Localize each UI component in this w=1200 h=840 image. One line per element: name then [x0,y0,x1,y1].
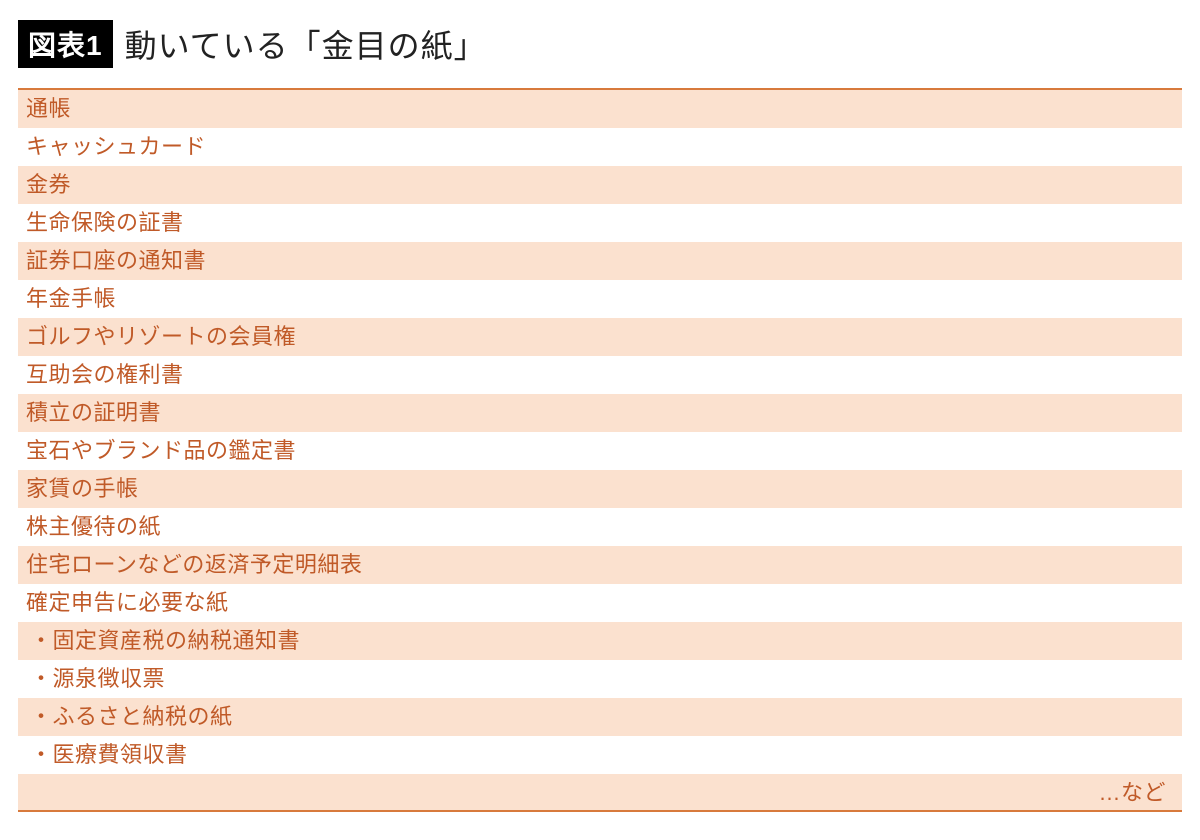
list-item: 確定申告に必要な紙 [18,584,1182,622]
list-item: 宝石やブランド品の鑑定書 [18,432,1182,470]
list-item: ・固定資産税の納税通知書 [18,622,1182,660]
list-item: 証券口座の通知書 [18,242,1182,280]
list-item: 生命保険の証書 [18,204,1182,242]
list-item: 年金手帳 [18,280,1182,318]
list-item: ・ふるさと納税の紙 [18,698,1182,736]
striped-list: 通帳キャッシュカード金券生命保険の証書証券口座の通知書年金手帳ゴルフやリゾートの… [18,88,1182,812]
list-item: 積立の証明書 [18,394,1182,432]
list-item: キャッシュカード [18,128,1182,166]
list-item: 株主優待の紙 [18,508,1182,546]
list-item: ・医療費領収書 [18,736,1182,774]
list-item: 住宅ローンなどの返済予定明細表 [18,546,1182,584]
list-item: ゴルフやリゾートの会員権 [18,318,1182,356]
list-item: 互助会の権利書 [18,356,1182,394]
list-item: 金券 [18,166,1182,204]
figure-title: 動いている「金目の紙」 [125,21,487,67]
figure-badge: 図表1 [18,20,113,68]
list-item: 通帳 [18,90,1182,128]
list-item: ・源泉徴収票 [18,660,1182,698]
figure-header: 図表1 動いている「金目の紙」 [18,20,1182,68]
list-footer: …など [18,774,1182,812]
list-item: 家賃の手帳 [18,470,1182,508]
